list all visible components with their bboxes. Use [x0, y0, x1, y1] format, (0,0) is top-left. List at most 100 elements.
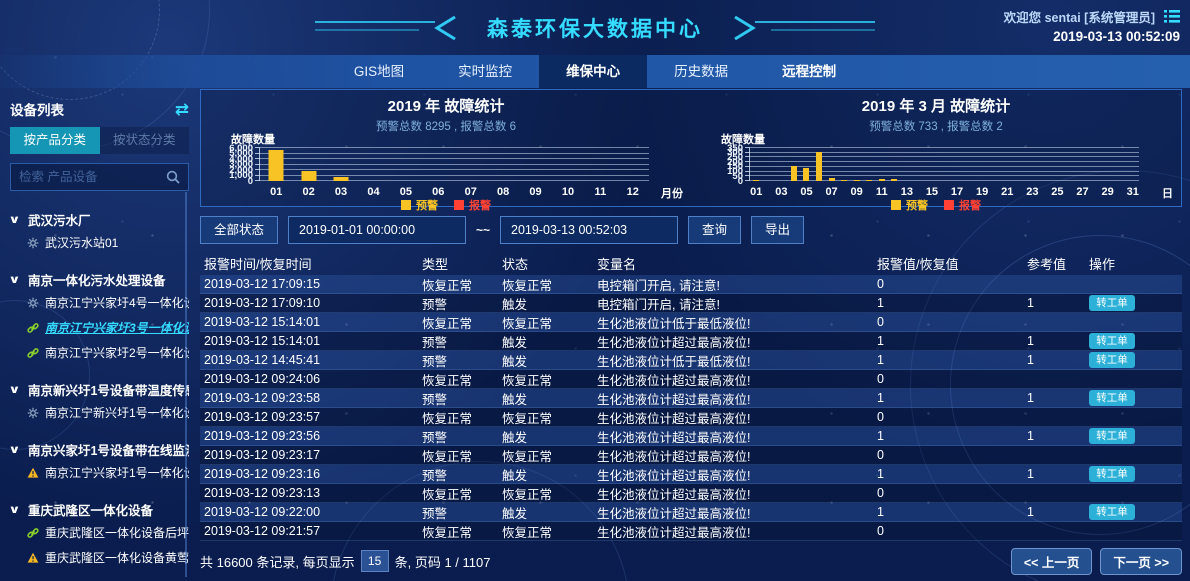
status-filter-dropdown[interactable]: 全部状态: [200, 216, 279, 244]
title-left-decoration: [315, 15, 456, 40]
tree-item[interactable]: 南京江宁兴家圩3号一体化设备: [10, 315, 189, 340]
menu-icon[interactable]: [1164, 10, 1180, 23]
table-row: 2019-03-12 09:23:17 恢复正常 恢复正常 生化池液位计超过最高液位!…: [200, 446, 1182, 465]
query-button[interactable]: 查询: [688, 216, 742, 244]
table-cell: 1: [1027, 505, 1034, 519]
nav-tab-4[interactable]: 远程控制: [782, 64, 837, 79]
nav-tab-2[interactable]: 维保中心: [539, 55, 648, 88]
date-to-input[interactable]: [500, 216, 679, 244]
swap-icon[interactable]: ⇄: [174, 99, 189, 119]
pager: << 上一页 下一页 >>: [1010, 547, 1182, 575]
nav-tab-3[interactable]: 历史数据: [674, 64, 729, 79]
chart-legend: 预警 报警: [201, 197, 691, 213]
y-tick-label: 350: [727, 142, 743, 154]
y-tick-label: 6,000: [229, 142, 253, 154]
date-range-separator: ~~: [476, 223, 491, 237]
table-cell: 恢复正常: [422, 316, 473, 331]
tree-item[interactable]: 重庆武隆区一体化设备土地站: [10, 570, 189, 575]
table-cell: 恢复正常: [502, 373, 553, 388]
col-reference: 参考值: [1027, 256, 1067, 272]
sidebar-scrollbar[interactable]: [185, 192, 187, 577]
table-cell: 触发: [502, 335, 528, 350]
tree-group-label: 重庆武隆区一体化设备: [27, 503, 153, 518]
transfer-work-order-button[interactable]: 转工单: [1089, 466, 1135, 482]
next-page-button[interactable]: 下一页 >>: [1100, 547, 1182, 575]
prev-page-button[interactable]: << 上一页: [1010, 547, 1093, 575]
table-cell: 预警: [422, 297, 448, 312]
transfer-work-order-button[interactable]: 转工单: [1089, 295, 1135, 311]
transfer-work-order-button[interactable]: 转工单: [1089, 390, 1135, 406]
tree-item[interactable]: 南京江宁兴家圩2号一体化设备: [10, 340, 189, 365]
export-button[interactable]: 导出: [751, 216, 805, 244]
month-fault-chart: 2019 年 3 月 故障统计 预警总数 733 , 报警总数 2 故障数量 0…: [691, 90, 1181, 212]
tree-group-label: 南京兴家圩1号设备带在线监测: [27, 443, 189, 458]
y-tick-label: 200: [727, 156, 743, 168]
nav-tab-0[interactable]: GIS地图: [353, 64, 405, 79]
table-cell: 1: [1027, 296, 1034, 310]
page-size-input[interactable]: [360, 550, 389, 572]
gridline: [255, 163, 649, 165]
table-row: 2019-03-12 17:09:10 预警 触发 电控箱门开启, 请注意! 1 1 转工单: [200, 294, 1182, 313]
table-cell-action: 转工单: [1085, 466, 1182, 482]
tree-item[interactable]: 武汉污水站01: [10, 230, 189, 255]
tree-item[interactable]: 南京江宁兴家圩1号一体化设备: [10, 460, 189, 485]
legend-label: 报警: [469, 200, 491, 212]
tree-group[interactable]: ∨ 南京一体化污水处理设备: [10, 268, 189, 290]
transfer-work-order-button[interactable]: 转工单: [1089, 333, 1135, 349]
table-cell: 恢复正常: [502, 449, 553, 464]
tree-item-label: 重庆武隆区一体化设备黄莺站: [45, 551, 189, 565]
gridline: [255, 174, 649, 176]
transfer-work-order-button[interactable]: 转工单: [1089, 428, 1135, 444]
charts-panel: 2019 年 故障统计 预警总数 8295 , 报警总数 6 故障数量 0 1,0…: [200, 89, 1182, 212]
tree-item[interactable]: 南京江宁兴家圩4号一体化设备: [10, 290, 189, 315]
gridline: [255, 180, 649, 181]
table-cell: 2019-03-12 09:23:58: [204, 391, 321, 405]
nav-tab-1[interactable]: 实时监控: [458, 64, 513, 79]
y-tick-label: 1,000: [229, 169, 253, 181]
tree-item-label: 重庆武隆区一体化设备后坪站: [45, 526, 189, 540]
tree-item[interactable]: 重庆武隆区一体化设备黄莺站: [10, 545, 189, 570]
chart-ylabel: 故障数量: [721, 134, 765, 146]
transfer-work-order-button[interactable]: 转工单: [1089, 352, 1135, 368]
sidebar-tab-1[interactable]: 按状态分类: [99, 127, 189, 154]
x-tick-label: 15: [925, 186, 939, 198]
tree-group[interactable]: ∨ 南京兴家圩1号设备带在线监测: [10, 438, 189, 460]
tree-item[interactable]: 重庆武隆区一体化设备后坪站: [10, 520, 189, 545]
table-cell: 2019-03-12 17:09:10: [204, 296, 321, 310]
search-icon[interactable]: [166, 170, 180, 184]
chart-xlabel: 日: [1162, 188, 1173, 200]
x-tick-label: 25: [1051, 186, 1064, 198]
x-tick-label: 08: [497, 186, 510, 198]
tree-group[interactable]: ∨ 南京新兴圩1号设备带温度传感器: [10, 378, 189, 400]
table-cell: 生化池液位计超过最高液位!: [597, 506, 751, 521]
tree-group[interactable]: ∨ 重庆武隆区一体化设备: [10, 498, 189, 520]
chart-legend: 预警 报警: [691, 197, 1181, 213]
transfer-work-order-button[interactable]: 转工单: [1089, 504, 1135, 520]
chevron-down-icon: ∨: [10, 443, 21, 456]
table-cell: 预警: [422, 335, 448, 350]
content: 2019 年 故障统计 预警总数 8295 , 报警总数 6 故障数量 0 1,0…: [199, 88, 1190, 581]
table-cell: 生化池液位计超过最高液位!: [597, 430, 751, 445]
search-input[interactable]: [19, 170, 166, 184]
table-row: 2019-03-12 09:23:58 预警 触发 生化池液位计超过最高液位! 1 1 转工…: [200, 389, 1182, 408]
x-tick-label: 21: [1001, 186, 1014, 198]
gear-icon: [27, 407, 39, 418]
table-cell: 生化池液位计超过最高液位!: [597, 392, 751, 407]
table-cell: 1: [877, 334, 884, 348]
alarm-table: 报警时间/恢复时间 类型 状态 变量名 报警值/恢复值 参考值 操作 2019-…: [200, 251, 1182, 541]
table-cell: 恢复正常: [422, 411, 473, 426]
legend-item: 预警: [891, 197, 928, 213]
table-cell: 1: [877, 296, 884, 310]
date-from-input[interactable]: [288, 216, 467, 244]
tree-item[interactable]: 南京江宁新兴圩1号一体化设备: [10, 400, 189, 425]
table-row: 2019-03-12 17:09:15 恢复正常 恢复正常 电控箱门开启, 请注意! 0: [200, 275, 1182, 294]
tree-group[interactable]: ∨ 武汉污水厂: [10, 208, 189, 230]
sidebar-tab-0[interactable]: 按产品分类: [10, 127, 100, 154]
col-value: 报警值/恢复值: [877, 256, 959, 272]
chevron-down-icon: ∨: [10, 383, 21, 396]
sidebar-tabs: 按产品分类 按状态分类: [10, 127, 189, 154]
chart-body: 故障数量 0 50 100 150 200 250 300 350 01 03 05 07 09 11 13…: [691, 134, 1181, 213]
